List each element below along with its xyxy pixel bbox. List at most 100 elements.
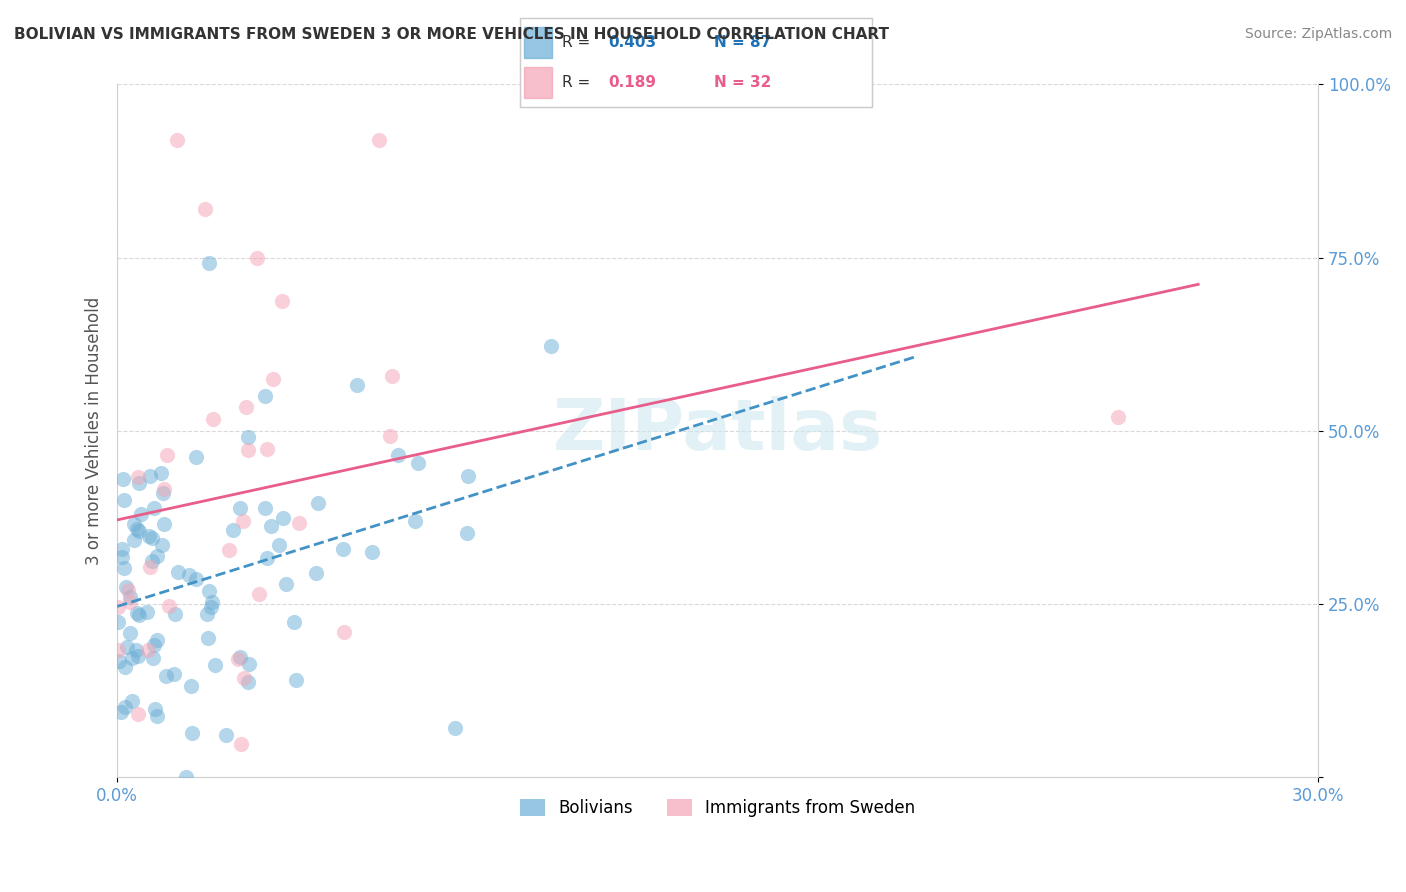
Point (368, 133, 391, 147)
Point (404, 514, 426, 528)
Point (156, 448, 179, 462)
Point (143, 702, 166, 716)
Point (163, 666, 186, 681)
Point (128, 607, 150, 622)
Point (153, 516, 176, 531)
Point (136, 642, 159, 657)
Point (108, 654, 131, 668)
Point (142, 638, 165, 652)
Point (254, 389, 277, 403)
Point (229, 737, 252, 751)
Point (271, 293, 294, 308)
Point (111, 541, 134, 556)
Point (121, 650, 143, 665)
Point (215, 728, 238, 742)
Point (153, 483, 176, 497)
Point (236, 429, 259, 443)
Point (180, 726, 202, 740)
Point (198, 255, 221, 269)
Point (229, 501, 252, 516)
Point (443, 721, 465, 735)
Point (167, 566, 190, 580)
Point (197, 583, 219, 598)
Point (201, 411, 224, 425)
Point (271, 511, 294, 525)
Point (142, 651, 165, 665)
Point (201, 595, 224, 609)
Point (186, 572, 208, 586)
Point (333, 625, 356, 640)
Point (380, 429, 402, 443)
Point (262, 372, 284, 386)
Point (204, 657, 226, 672)
Point (141, 554, 163, 568)
Point (112, 472, 135, 486)
Point (127, 606, 149, 620)
Point (174, 770, 197, 784)
Point (143, 500, 166, 515)
Point (253, 500, 276, 515)
Bar (524, 67, 551, 98)
Point (107, 643, 129, 657)
Point (150, 466, 173, 480)
Point (238, 657, 260, 672)
Point (128, 476, 150, 491)
Point (179, 568, 201, 582)
Point (540, 338, 562, 352)
Text: Source: ZipAtlas.com: Source: ZipAtlas.com (1244, 27, 1392, 41)
Point (139, 468, 162, 483)
Point (150, 538, 173, 552)
Point (381, 368, 404, 383)
Point (194, 202, 217, 216)
Point (166, 133, 188, 147)
Text: R =: R = (562, 75, 591, 89)
Point (141, 531, 163, 545)
Point (233, 671, 256, 685)
Point (127, 706, 149, 721)
Point (260, 519, 283, 533)
Point (308, 496, 330, 510)
Text: 0.189: 0.189 (609, 75, 657, 89)
Point (226, 651, 249, 665)
Point (157, 599, 180, 614)
Text: BOLIVIAN VS IMMIGRANTS FROM SWEDEN 3 OR MORE VEHICLES IN HOUSEHOLD CORRELATION C: BOLIVIAN VS IMMIGRANTS FROM SWEDEN 3 OR … (14, 27, 889, 42)
Point (117, 640, 139, 654)
Point (136, 605, 159, 619)
Point (122, 533, 145, 548)
Point (114, 700, 136, 714)
Point (117, 583, 139, 598)
Point (332, 542, 354, 557)
Point (128, 524, 150, 538)
Point (197, 631, 219, 645)
Point (129, 507, 152, 521)
Point (361, 545, 384, 559)
Point (200, 599, 222, 614)
Point (138, 529, 160, 543)
Point (236, 675, 259, 690)
Point (127, 522, 149, 536)
Text: 0.403: 0.403 (609, 36, 657, 50)
Point (195, 607, 218, 621)
Point (118, 626, 141, 640)
Point (1107, 409, 1129, 424)
Point (138, 559, 160, 574)
Point (145, 549, 167, 564)
Point (288, 516, 311, 530)
Point (107, 600, 129, 615)
Point (118, 595, 141, 609)
Point (387, 448, 409, 462)
Point (346, 377, 368, 392)
Text: R =: R = (562, 36, 591, 50)
Point (145, 708, 167, 723)
Bar (524, 27, 551, 58)
Text: N = 32: N = 32 (714, 75, 770, 89)
Point (184, 450, 207, 464)
Point (115, 580, 138, 594)
Point (456, 525, 478, 540)
Point (232, 514, 254, 528)
Point (276, 577, 298, 591)
Point (120, 591, 142, 605)
Point (229, 650, 252, 665)
Point (114, 660, 136, 674)
Point (127, 470, 149, 484)
